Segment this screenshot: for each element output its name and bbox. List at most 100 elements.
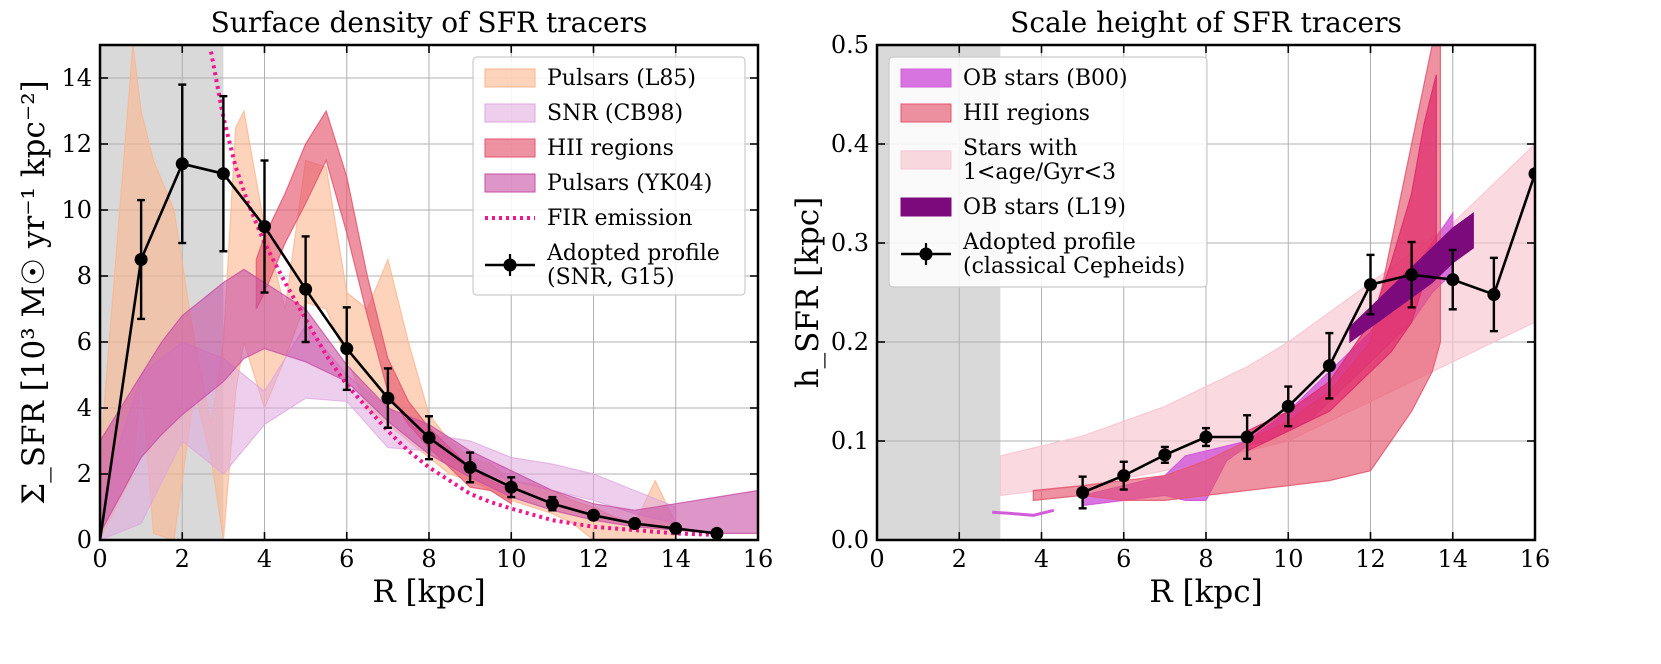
legend-label: 1<age/Gyr<3 [963, 160, 1116, 185]
plot-area [992, 45, 1535, 517]
y-tick-label: 0.3 [831, 229, 869, 257]
profile-point [1364, 278, 1377, 292]
band-pulsars-yk04 [100, 268, 758, 534]
y-tick-label: 2 [77, 460, 92, 488]
y-tick-label: 14 [61, 64, 92, 92]
profile-point [258, 220, 271, 233]
x-tick-label: 14 [1437, 545, 1468, 573]
x-tick-label: 4 [257, 545, 272, 573]
legend-label: HII regions [963, 101, 1090, 126]
profile-point [134, 253, 148, 266]
profile-point [628, 517, 642, 530]
profile-point [710, 526, 724, 540]
x-tick-label: 12 [578, 545, 609, 573]
profile-line [100, 162, 718, 540]
legend-swatch-stars-with-1-age-gyr-3 [900, 150, 952, 170]
x-axis-label: R [kpc] [1149, 574, 1262, 610]
x-tick-label: 16 [743, 545, 774, 573]
profile-point [1528, 167, 1535, 181]
profile-point [1117, 469, 1131, 483]
legend-label: Pulsars (L85) [547, 66, 696, 91]
profile-point [504, 480, 518, 494]
profile-point [422, 431, 436, 445]
legend-label: OB stars (B00) [963, 66, 1128, 91]
profile-point [1076, 485, 1090, 499]
y-tick-label: 0.0 [831, 526, 869, 554]
legend-swatch-ob-stars-b00 [900, 68, 952, 88]
chart-title: Surface density of SFR tracers [211, 6, 648, 39]
x-tick-label: 16 [1520, 545, 1551, 573]
legend-label: Stars with [963, 136, 1078, 161]
profile-point [1446, 273, 1460, 287]
x-tick-label: 10 [1273, 545, 1304, 573]
y-tick-label: 8 [77, 262, 92, 290]
surface-density-chart: 0 2 4 6 8 10 12 14 16 0 2 4 6 8 10 12 14 Surface density … [16, 6, 773, 610]
profile-point [340, 342, 354, 356]
profile-point [299, 282, 313, 296]
legend-label: HII regions [547, 136, 674, 161]
legend-swatch-profile-point [919, 247, 933, 261]
x-tick-label: 14 [660, 545, 691, 573]
profile-line [1082, 173, 1535, 494]
legend-label: (SNR, G15) [547, 265, 675, 290]
profile-point [1322, 359, 1336, 373]
x-tick-label: 2 [952, 545, 967, 573]
x-tick-label: 0 [869, 545, 884, 573]
legend-label: FIR emission [547, 206, 692, 231]
x-tick-label: 2 [175, 545, 190, 573]
y-tick-label: 0.2 [831, 328, 869, 356]
y-tick-label: 0.1 [831, 427, 869, 455]
y-tick-label: 6 [77, 328, 92, 356]
legend: Pulsars (L85) SNR (CB98) HII regions Pulsar… [472, 56, 746, 296]
plot-area [100, 45, 758, 540]
profile-point [1487, 287, 1501, 301]
x-tick-label: 10 [496, 545, 527, 573]
profile-point [545, 497, 559, 511]
profile-point [216, 167, 230, 181]
profile-point [463, 460, 477, 474]
x-tick-label: 4 [1034, 545, 1049, 573]
y-tick-label: 0.5 [831, 31, 869, 59]
ticks: 0 2 4 6 8 10 12 14 16 0.0 0.1 0.2 0.3 0.4 0.5 [831, 31, 1550, 573]
legend-swatch-hii-regions [484, 138, 536, 158]
y-axis-label: h_SFR [kpc] [790, 197, 826, 389]
y-tick-label: 12 [61, 130, 92, 158]
profile-point [1405, 268, 1419, 282]
y-tick-label: 4 [77, 394, 92, 422]
x-axis-label: R [kpc] [372, 574, 485, 610]
x-tick-label: 0 [92, 545, 107, 573]
legend-label: OB stars (L19) [963, 195, 1126, 220]
profile-point [1281, 399, 1295, 413]
ticks: 0 2 4 6 8 10 12 14 16 0 2 4 6 8 10 12 14 [61, 45, 773, 573]
x-tick-label: 8 [421, 545, 436, 573]
legend-swatch-hii-regions [900, 103, 952, 123]
x-tick-label: 8 [1198, 545, 1213, 573]
x-tick-label: 6 [339, 545, 354, 573]
legend-swatch-pulsars-l85 [484, 68, 536, 88]
y-tick-label: 0.4 [831, 130, 869, 158]
scale-height-chart: 0 2 4 6 8 10 12 14 16 0.0 0.1 0.2 0.3 0.4 0.5 Scale hei… [790, 6, 1550, 610]
legend-box [472, 56, 746, 296]
legend-label: Adopted profile [962, 230, 1136, 255]
x-tick-label: 12 [1355, 545, 1386, 573]
legend-swatch-snr-cb98 [484, 103, 536, 123]
band-hii-regions [255, 109, 512, 505]
profile-point [381, 391, 395, 405]
dashed-line-fir-emission [209, 51, 717, 537]
legend-label: Pulsars (YK04) [547, 171, 712, 196]
line-ob-stars-b00-inner [992, 508, 1055, 517]
y-tick-label: 10 [61, 196, 92, 224]
chart-title: Scale height of SFR tracers [1010, 6, 1402, 39]
y-tick-label: 0 [77, 526, 92, 554]
legend-label: Adopted profile [546, 241, 720, 266]
profile-point [1199, 430, 1213, 444]
y-axis-label: Σ_SFR [10³ M☉ yr⁻¹ kpc⁻²] [16, 80, 52, 504]
profile-point [587, 508, 600, 522]
legend: OB stars (B00) HII regions Stars with1<age… [888, 56, 1208, 288]
profile-point [175, 157, 189, 171]
legend-label: (classical Cepheids) [963, 254, 1185, 279]
x-tick-label: 6 [1116, 545, 1131, 573]
legend-box [888, 56, 1208, 288]
profile-point [669, 521, 683, 535]
